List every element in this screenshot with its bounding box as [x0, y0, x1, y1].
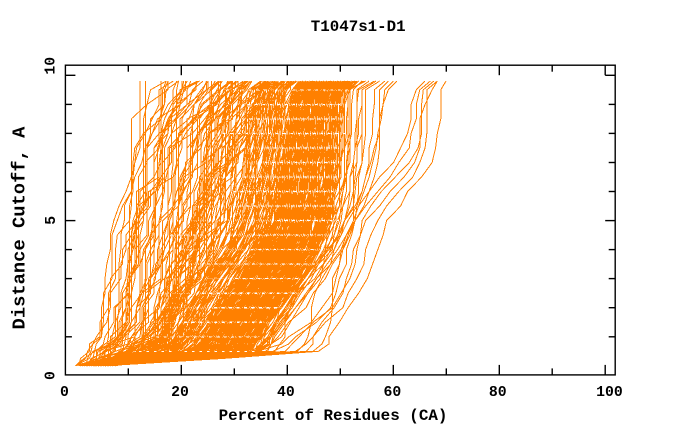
svg-text:Distance Cutoff, A: Distance Cutoff, A: [9, 126, 31, 330]
svg-text:40: 40: [277, 385, 295, 401]
svg-text:0: 0: [60, 385, 69, 401]
svg-text:5: 5: [44, 216, 60, 225]
svg-text:0: 0: [44, 371, 60, 380]
svg-text:80: 80: [489, 385, 507, 401]
svg-text:20: 20: [171, 385, 189, 401]
svg-text:T1047s1-D1: T1047s1-D1: [311, 18, 406, 36]
svg-text:100: 100: [596, 385, 623, 401]
svg-text:60: 60: [384, 385, 402, 401]
svg-text:10: 10: [44, 57, 60, 75]
svg-text:Percent of Residues (CA): Percent of Residues (CA): [219, 407, 448, 425]
